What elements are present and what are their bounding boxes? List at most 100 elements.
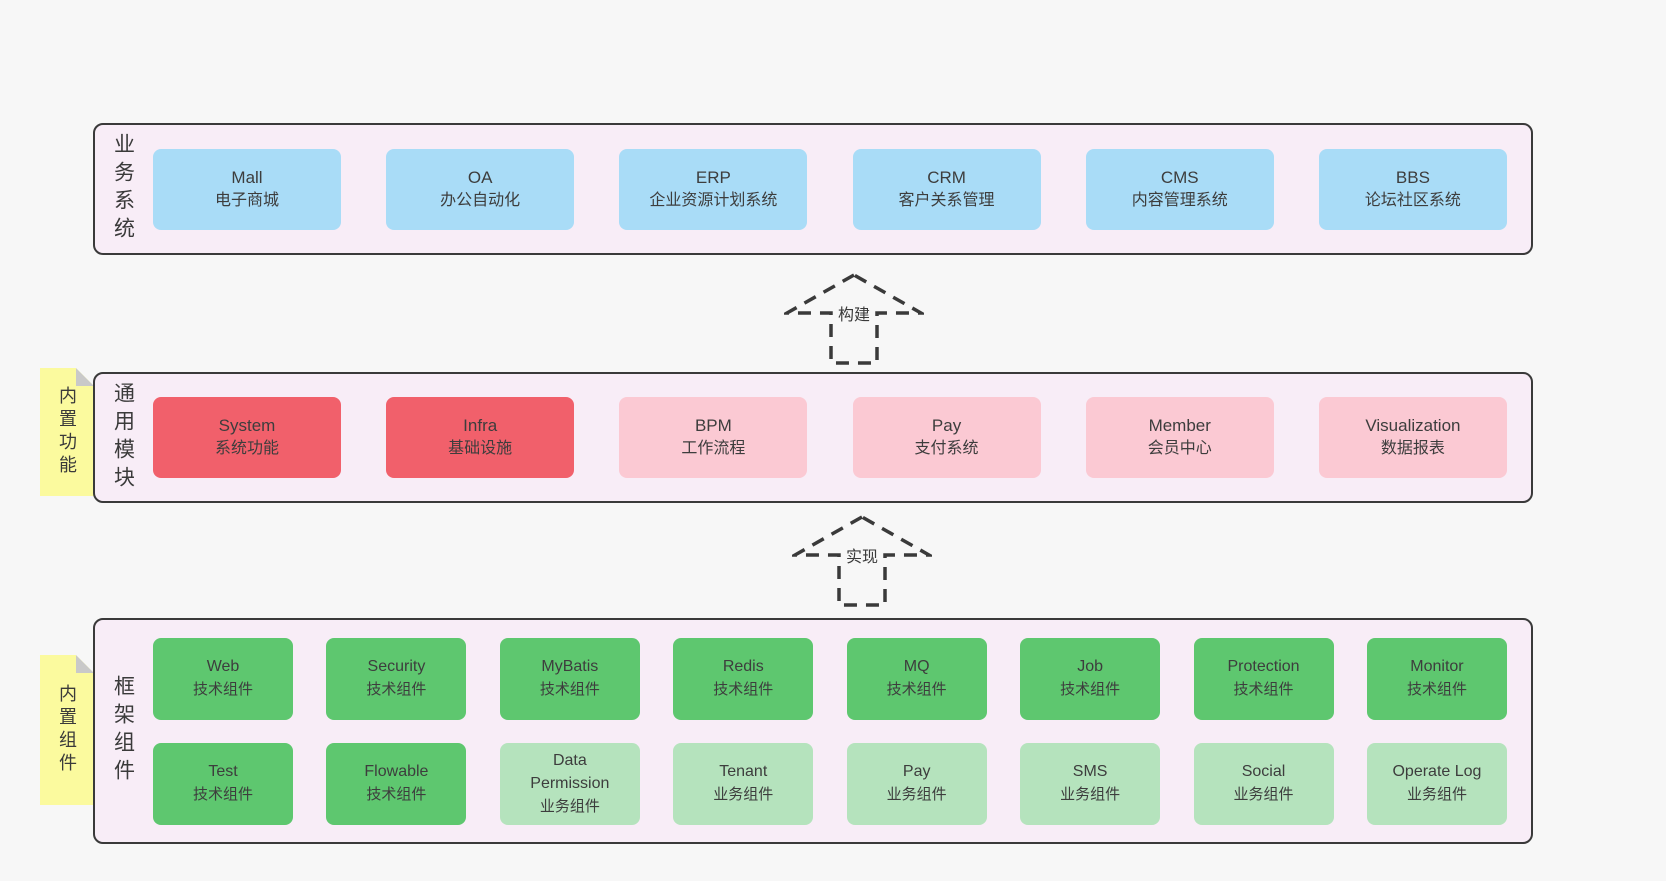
- sticky-note-built-in-features: 内置功能: [40, 368, 94, 496]
- node-subtitle: 技术组件: [1233, 681, 1294, 699]
- node-subtitle: 技术组件: [539, 681, 600, 699]
- node-subtitle: 技术组件: [366, 681, 427, 699]
- node-member: Member 会员中心: [1085, 397, 1274, 478]
- band-content: Mall 电子商城 OA 办公自动化 ERP 企业资源计划系统 CRM 客户关系…: [151, 125, 1531, 253]
- band-business-systems: 业务系统 Mall 电子商城 OA 办公自动化 ERP 企业资源计划系统 CRM…: [93, 123, 1533, 255]
- node-title: BBS: [1395, 167, 1430, 187]
- band-content: Web 技术组件 Security 技术组件 MyBatis 技术组件 Redi…: [151, 620, 1531, 842]
- node-operate-log: Operate Log 业务组件: [1366, 742, 1507, 825]
- node-title: Pay: [931, 416, 962, 436]
- node-title: Operate Log: [1392, 763, 1482, 781]
- node-title: Job: [1077, 658, 1103, 676]
- node-erp: ERP 企业资源计划系统: [619, 148, 808, 230]
- node-title: OA: [467, 167, 493, 187]
- node-subtitle: 内容管理系统: [1131, 191, 1228, 209]
- node-subtitle: 技术组件: [713, 681, 774, 699]
- sticky-note-label: 内置组件: [57, 684, 77, 776]
- node-title: Social: [1241, 763, 1286, 781]
- arrow-label: 构建: [834, 300, 874, 326]
- node-flowable: Flowable 技术组件: [326, 742, 467, 825]
- node-title: Data Permission: [530, 752, 610, 792]
- node-bbs: BBS 论坛社区系统: [1318, 148, 1507, 230]
- arrow-label: 实现: [842, 542, 882, 568]
- node-title: Visualization: [1365, 416, 1461, 436]
- band-content: System 系统功能 Infra 基础设施 BPM 工作流程 Pay 支付系统…: [151, 374, 1531, 501]
- node-test: Test 技术组件: [153, 742, 293, 825]
- node-job: Job 技术组件: [1020, 637, 1161, 720]
- node-mq: MQ 技术组件: [846, 637, 987, 720]
- node-title: ERP: [695, 167, 731, 187]
- node-subtitle: 办公自动化: [440, 191, 521, 209]
- node-title: Security: [367, 658, 426, 676]
- node-title: Tenant: [719, 763, 768, 781]
- node-subtitle: 客户关系管理: [898, 191, 995, 209]
- node-subtitle: 技术组件: [1406, 681, 1467, 699]
- component-row-1: Web 技术组件 Security 技术组件 MyBatis 技术组件 Redi…: [153, 637, 1507, 720]
- band-label-text: 框架组件: [111, 675, 135, 787]
- node-data-permission: Data Permission 业务组件: [499, 742, 640, 825]
- node-crm: CRM 客户关系管理: [852, 148, 1041, 230]
- node-tenant: Tenant 业务组件: [673, 742, 814, 825]
- node-title: Protection: [1227, 658, 1300, 676]
- node-title: Monitor: [1410, 658, 1464, 676]
- node-social: Social 业务组件: [1193, 742, 1334, 825]
- node-title: CRM: [927, 167, 966, 187]
- node-pay-component: Pay 业务组件: [846, 742, 987, 825]
- node-subtitle: 业务组件: [1233, 786, 1294, 804]
- node-system: System 系统功能: [153, 397, 341, 478]
- node-mybatis: MyBatis 技术组件: [499, 637, 640, 720]
- node-title: Mall: [231, 167, 263, 187]
- node-visualization: Visualization 数据报表: [1318, 397, 1507, 478]
- node-subtitle: 技术组件: [192, 786, 253, 804]
- node-infra: Infra 基础设施: [386, 397, 575, 478]
- node-title: Infra: [463, 416, 498, 436]
- node-subtitle: 技术组件: [886, 681, 947, 699]
- node-monitor: Monitor 技术组件: [1366, 637, 1507, 720]
- node-title: MyBatis: [541, 658, 599, 676]
- node-bpm: BPM 工作流程: [619, 397, 808, 478]
- node-title: SMS: [1072, 763, 1108, 781]
- node-security: Security 技术组件: [326, 637, 467, 720]
- node-subtitle: 数据报表: [1380, 440, 1445, 458]
- node-subtitle: 业务组件: [1406, 786, 1467, 804]
- node-cms: CMS 内容管理系统: [1085, 148, 1274, 230]
- node-title: MQ: [903, 658, 930, 676]
- node-subtitle: 业务组件: [539, 797, 600, 815]
- dashed-up-arrow-build: 构建: [784, 272, 924, 366]
- node-mall: Mall 电子商城: [153, 148, 341, 230]
- node-title: Member: [1148, 416, 1211, 436]
- node-subtitle: 系统功能: [214, 440, 279, 458]
- band-label: 框架组件: [95, 620, 151, 842]
- band-label: 业务系统: [95, 125, 151, 253]
- node-subtitle: 论坛社区系统: [1364, 191, 1461, 209]
- node-subtitle: 业务组件: [713, 786, 774, 804]
- band-framework-components: 框架组件 Web 技术组件 Security 技术组件 MyBatis 技术组件…: [93, 618, 1533, 844]
- band-label-text: 业务系统: [111, 133, 135, 245]
- node-redis: Redis 技术组件: [673, 637, 814, 720]
- node-title: CMS: [1160, 167, 1199, 187]
- node-title: Test: [208, 763, 238, 781]
- node-oa: OA 办公自动化: [386, 148, 575, 230]
- node-subtitle: 技术组件: [366, 786, 427, 804]
- node-title: System: [218, 416, 276, 436]
- node-subtitle: 电子商城: [214, 191, 279, 209]
- band-common-modules: 通用模块 System 系统功能 Infra 基础设施 BPM 工作流程 Pay…: [93, 372, 1533, 503]
- node-subtitle: 会员中心: [1147, 440, 1212, 458]
- dashed-up-arrow-implement: 实现: [792, 514, 932, 608]
- node-title: Web: [206, 658, 240, 676]
- node-title: Redis: [722, 658, 764, 676]
- node-subtitle: 技术组件: [192, 681, 253, 699]
- band-label: 通用模块: [95, 374, 151, 501]
- node-subtitle: 工作流程: [681, 440, 746, 458]
- node-subtitle: 技术组件: [1060, 681, 1121, 699]
- node-subtitle: 企业资源计划系统: [649, 191, 778, 209]
- node-sms: SMS 业务组件: [1020, 742, 1161, 825]
- node-title: Flowable: [364, 763, 429, 781]
- node-title: Pay: [902, 763, 931, 781]
- node-pay-module: Pay 支付系统: [852, 397, 1041, 478]
- node-subtitle: 支付系统: [914, 440, 979, 458]
- node-web: Web 技术组件: [153, 637, 293, 720]
- node-protection: Protection 技术组件: [1193, 637, 1334, 720]
- node-subtitle: 业务组件: [886, 786, 947, 804]
- sticky-note-built-in-components: 内置组件: [40, 655, 94, 805]
